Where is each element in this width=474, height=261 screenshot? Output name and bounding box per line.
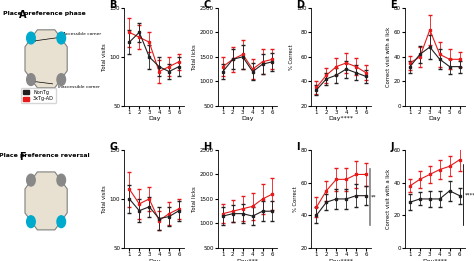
Legend: NonTg, 3xTg-AD: NonTg, 3xTg-AD xyxy=(21,88,56,103)
Text: Place preference phase: Place preference phase xyxy=(2,11,85,16)
Text: **: ** xyxy=(371,194,376,199)
Text: E: E xyxy=(390,0,397,10)
Circle shape xyxy=(27,216,35,228)
Y-axis label: % Correct: % Correct xyxy=(289,44,294,70)
Text: D: D xyxy=(297,0,305,10)
X-axis label: Day****: Day**** xyxy=(422,258,447,261)
Y-axis label: Correct visit with a lick: Correct visit with a lick xyxy=(386,27,391,87)
Text: Place preference reversal: Place preference reversal xyxy=(0,153,89,158)
Circle shape xyxy=(27,74,35,85)
Y-axis label: Total visits: Total visits xyxy=(102,43,107,71)
Y-axis label: Total licks: Total licks xyxy=(192,44,197,70)
Text: I: I xyxy=(297,142,300,152)
X-axis label: Day: Day xyxy=(428,116,441,121)
Text: A: A xyxy=(19,10,27,20)
Text: H: H xyxy=(203,142,211,152)
Y-axis label: Correct visit with a lick: Correct visit with a lick xyxy=(386,169,391,229)
Y-axis label: Total visits: Total visits xyxy=(102,185,107,213)
Circle shape xyxy=(57,216,65,228)
Polygon shape xyxy=(25,30,67,88)
Text: Accessible corner: Accessible corner xyxy=(34,32,101,42)
Circle shape xyxy=(27,32,35,44)
Circle shape xyxy=(27,174,35,186)
Polygon shape xyxy=(25,172,67,230)
X-axis label: Day: Day xyxy=(148,116,160,121)
Text: B: B xyxy=(109,0,117,10)
X-axis label: Day: Day xyxy=(148,258,160,261)
Text: J: J xyxy=(390,142,393,152)
Y-axis label: Total licks: Total licks xyxy=(192,186,197,212)
Text: F: F xyxy=(19,152,26,162)
Text: C: C xyxy=(203,0,210,10)
X-axis label: Day: Day xyxy=(241,116,254,121)
X-axis label: Day****: Day**** xyxy=(329,258,354,261)
Text: ****: **** xyxy=(465,193,474,198)
X-axis label: Day****: Day**** xyxy=(329,116,354,121)
Circle shape xyxy=(57,174,65,186)
X-axis label: Day***: Day*** xyxy=(237,258,259,261)
Y-axis label: % Correct: % Correct xyxy=(292,186,298,212)
Text: Inaccessible corner: Inaccessible corner xyxy=(34,81,100,89)
Circle shape xyxy=(57,74,65,85)
Text: G: G xyxy=(109,142,118,152)
Circle shape xyxy=(57,32,65,44)
